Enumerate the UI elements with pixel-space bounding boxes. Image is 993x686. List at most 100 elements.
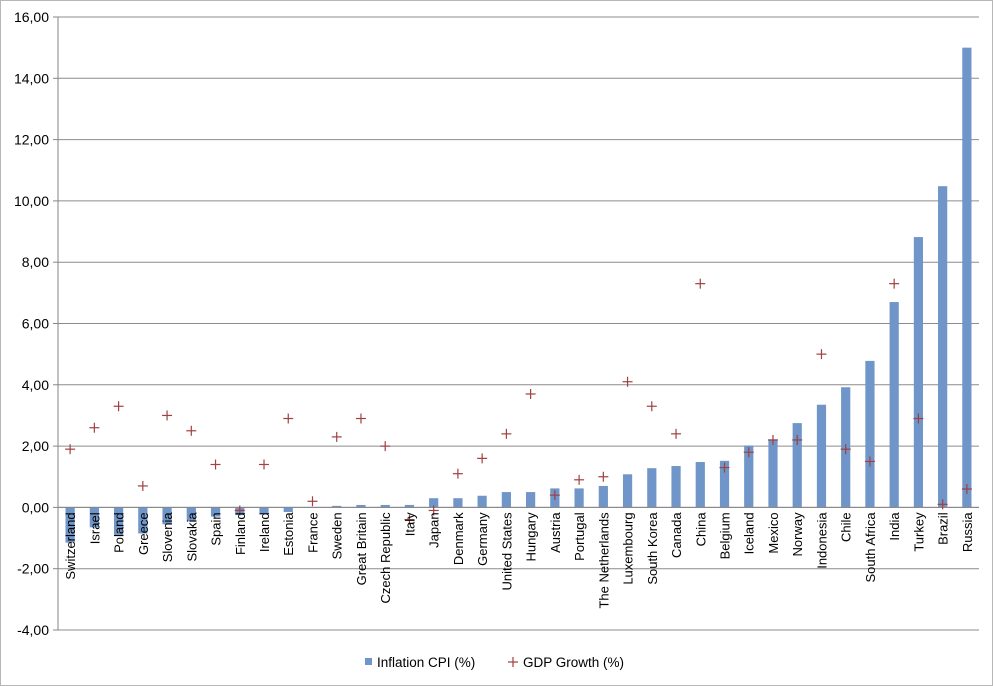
category-label: Great Britain xyxy=(354,512,369,585)
marker-gdp-24 xyxy=(646,401,657,412)
bar-inflation-13 xyxy=(380,504,390,508)
category-label: Slovakia xyxy=(184,512,199,562)
marker-gdp-12 xyxy=(355,413,366,424)
category-label: Japan xyxy=(427,512,442,547)
category-label: Luxembourg xyxy=(621,512,636,584)
inflation-bars xyxy=(65,47,972,543)
marker-gdp-8 xyxy=(259,459,270,470)
y-axis-tick-labels: -4,00 -2,00 0,00 2,00 4,00 6,00 8,00 10,00 12,00… xyxy=(14,9,49,638)
bar-inflation-6 xyxy=(210,507,221,517)
category-label: South Africa xyxy=(863,512,878,583)
bar-inflation-3 xyxy=(138,507,148,534)
category-label: India xyxy=(887,512,902,541)
marker-gdp-30 xyxy=(792,434,803,445)
bar-inflation-2 xyxy=(113,507,124,535)
bar-inflation-33 xyxy=(865,360,875,508)
marker-gdp-9 xyxy=(283,413,294,424)
y-tick-label: -4,00 xyxy=(17,622,49,638)
category-label: France xyxy=(305,512,320,552)
marker-gdp-5 xyxy=(186,425,197,436)
bar-inflation-37 xyxy=(962,47,972,508)
marker-gdp-36 xyxy=(937,499,948,510)
marker-gdp-22 xyxy=(598,471,609,482)
marker-gdp-34 xyxy=(889,278,900,289)
bar-inflation-22 xyxy=(598,485,608,508)
bar-inflation-27 xyxy=(719,460,730,508)
category-label: Italy xyxy=(402,512,417,536)
category-label: South Korea xyxy=(645,512,660,585)
category-label: Finland xyxy=(233,512,248,555)
legend-inflation-swatch xyxy=(365,658,372,665)
category-label: Estonia xyxy=(281,512,296,556)
marker-gdp-0 xyxy=(65,444,76,455)
category-label: Belgium xyxy=(718,512,733,559)
category-label: Ireland xyxy=(257,512,272,552)
marker-gdp-11 xyxy=(331,431,342,442)
marker-gdp-25 xyxy=(671,428,682,439)
category-label: Greece xyxy=(136,512,151,555)
category-labels: Switzerland Israel Poland Greece Slovenia Slo… xyxy=(63,512,975,609)
bar-inflation-21 xyxy=(574,488,584,508)
marker-gdp-28 xyxy=(743,447,754,458)
bar-inflation-12 xyxy=(356,504,366,508)
marker-gdp-6 xyxy=(210,459,221,470)
marker-gdp-14 xyxy=(404,514,415,525)
marker-gdp-3 xyxy=(137,480,148,491)
bar-inflation-26 xyxy=(695,462,705,508)
category-label: Indonesia xyxy=(814,512,829,569)
category-label: Brazil xyxy=(936,512,951,545)
category-label: Canada xyxy=(669,512,684,558)
category-label: Turkey xyxy=(911,512,926,552)
category-label: Norway xyxy=(790,512,805,557)
marker-gdp-7 xyxy=(234,505,245,516)
bar-inflation-24 xyxy=(647,468,657,508)
legend-gdp-plus xyxy=(508,657,518,667)
marker-gdp-15 xyxy=(428,505,439,516)
y-tick-label: 0,00 xyxy=(22,499,49,515)
marker-gdp-29 xyxy=(767,434,778,445)
category-label: Mexico xyxy=(766,512,781,553)
bar-inflation-17 xyxy=(477,495,487,508)
bar-inflation-15 xyxy=(429,498,439,508)
legend: Inflation CPI (%) GDP Growth (%) xyxy=(365,655,624,670)
gdp-growth-markers xyxy=(65,278,972,525)
category-label: Spain xyxy=(209,512,224,545)
bar-inflation-1 xyxy=(89,507,99,528)
marker-gdp-4 xyxy=(162,410,173,421)
marker-gdp-23 xyxy=(622,376,633,387)
y-tick-label: 16,00 xyxy=(14,9,49,25)
marker-gdp-20 xyxy=(549,490,560,501)
marker-gdp-13 xyxy=(380,441,391,452)
category-label: Israel xyxy=(87,512,102,544)
category-label: Germany xyxy=(475,512,490,566)
marker-gdp-26 xyxy=(695,278,706,289)
marker-gdp-33 xyxy=(864,456,875,467)
bar-inflation-18 xyxy=(501,492,511,508)
bar-inflation-36 xyxy=(938,186,948,508)
bar-inflation-31 xyxy=(816,404,827,508)
marker-gdp-19 xyxy=(525,388,536,399)
bar-inflation-16 xyxy=(453,498,463,508)
category-label: Austria xyxy=(548,512,563,553)
y-tick-label: 10,00 xyxy=(14,193,49,209)
y-tick-label: 2,00 xyxy=(22,438,49,454)
category-label: The Netherlands xyxy=(596,512,611,609)
y-tick-label: 6,00 xyxy=(22,316,49,332)
y-tick-label: 14,00 xyxy=(14,70,49,86)
category-label: Denmark xyxy=(451,512,466,565)
y-tick-label: -2,00 xyxy=(17,561,49,577)
marker-gdp-31 xyxy=(816,349,827,360)
bar-inflation-35 xyxy=(913,237,924,508)
marker-gdp-35 xyxy=(913,413,924,424)
bar-inflation-11 xyxy=(332,505,342,508)
category-label: Portugal xyxy=(572,512,587,561)
bar-inflation-28 xyxy=(744,445,754,508)
legend-inflation-label: Inflation CPI (%) xyxy=(377,655,475,670)
bar-inflation-9 xyxy=(283,507,293,512)
bar-inflation-23 xyxy=(622,474,633,508)
marker-gdp-21 xyxy=(574,474,585,485)
y-tick-label: 12,00 xyxy=(14,132,49,148)
bar-inflation-25 xyxy=(671,466,681,508)
category-label: Iceland xyxy=(742,512,757,554)
